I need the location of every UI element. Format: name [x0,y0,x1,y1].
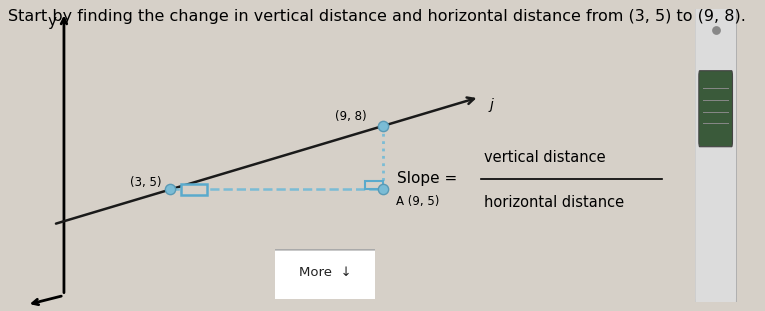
Text: y: y [47,14,57,29]
Text: (3, 5): (3, 5) [130,176,161,189]
Point [710,27,722,32]
FancyBboxPatch shape [698,71,733,147]
Text: vertical distance: vertical distance [484,150,606,165]
Text: horizontal distance: horizontal distance [484,195,624,210]
Point [377,187,389,192]
Text: More  ↓: More ↓ [299,266,351,279]
Point [377,123,389,128]
Text: Slope =: Slope = [397,171,457,186]
Text: Start by finding the change in vertical distance and horizontal distance from (3: Start by finding the change in vertical … [8,9,746,24]
Bar [365,181,383,189]
Point [164,187,177,192]
Bar [181,183,207,195]
Text: j: j [490,98,493,112]
FancyBboxPatch shape [268,250,382,300]
Text: A (9, 5): A (9, 5) [396,195,439,208]
Text: (9, 8): (9, 8) [335,110,366,123]
FancyBboxPatch shape [695,0,737,311]
